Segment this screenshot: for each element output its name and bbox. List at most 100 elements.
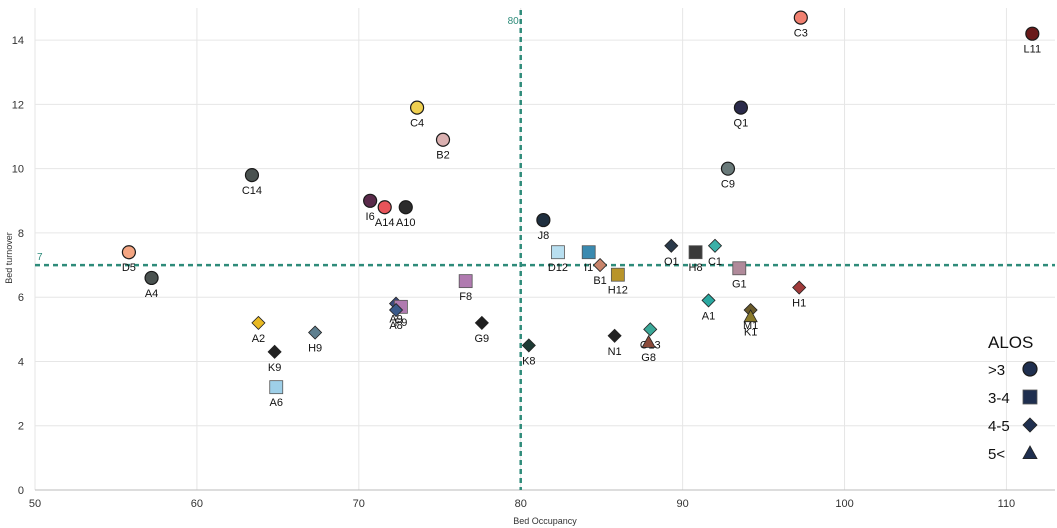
data-point <box>643 322 658 337</box>
data-point-label: Q1 <box>734 118 749 130</box>
data-point <box>733 100 749 115</box>
data-point <box>363 193 378 208</box>
grid-lines <box>34 8 1055 491</box>
data-point-label: A10 <box>396 217 416 229</box>
data-point <box>244 167 260 183</box>
data-point-label: A6 <box>270 397 283 409</box>
data-point-label: H1 <box>792 298 806 310</box>
data-point <box>251 315 266 330</box>
data-point-label: C3 <box>794 28 808 40</box>
y-tick-label: 10 <box>12 164 24 176</box>
data-point <box>521 338 536 353</box>
x-tick-label: 50 <box>29 498 41 510</box>
data-point-label: B2 <box>436 150 449 162</box>
data-point-label: N1 <box>608 346 622 358</box>
legend-marker-circle <box>1022 361 1038 377</box>
data-point <box>688 245 703 260</box>
data-point-label: L11 <box>1024 44 1042 56</box>
data-point-label: C4 <box>410 118 424 130</box>
x-axis-title: Bed Occupancy <box>513 516 577 526</box>
data-point-label: D12 <box>548 262 568 274</box>
data-point <box>377 200 392 215</box>
axes: 50 60 70 80 90 100 110 0 2 4 6 8 10 12 14 <box>12 35 1055 510</box>
data-point-label: K1 <box>744 326 757 338</box>
legend-marker-triangle <box>1022 445 1038 460</box>
data-point <box>720 161 736 176</box>
y-axis-title: Bed turnover <box>4 232 14 284</box>
legend-entry-label: 5< <box>988 446 1005 463</box>
data-point-label: M1 <box>743 320 758 332</box>
data-point <box>793 10 808 25</box>
x-tick-label: 110 <box>998 498 1016 510</box>
data-point <box>664 238 679 253</box>
data-point <box>581 245 596 260</box>
data-point <box>409 100 425 115</box>
data-point <box>743 309 758 323</box>
data-point-label: A4 <box>145 288 158 300</box>
legend: ALOS >3 3-4 4-5 5< <box>988 333 1038 463</box>
y-tick-label: 14 <box>12 35 24 47</box>
data-point <box>269 380 284 395</box>
legend-title: ALOS <box>988 333 1033 352</box>
data-point <box>144 270 159 286</box>
data-point-label: B1 <box>593 275 606 287</box>
data-point-label: I6 <box>366 211 375 223</box>
data-point-label: O1 <box>664 256 679 268</box>
data-point-label: H9 <box>308 343 322 355</box>
x-tick-label: 80 <box>515 498 527 510</box>
data-point-label: A14 <box>375 217 395 229</box>
data-point-label: G8 <box>641 352 656 364</box>
data-point-label: H12 <box>608 285 628 297</box>
y-tick-label: 6 <box>18 292 24 304</box>
data-point <box>435 132 451 147</box>
data-point-label: K8 <box>522 355 535 367</box>
y-tick-label: 8 <box>18 228 24 240</box>
data-point <box>641 334 656 348</box>
data-point-label: F8 <box>459 291 472 303</box>
legend-entry-label: 4-5 <box>988 418 1010 435</box>
y-tick-label: 12 <box>12 99 24 111</box>
x-tick-label: 90 <box>676 498 688 510</box>
data-point-label: A1 <box>702 310 715 322</box>
y-tick-label: 2 <box>18 421 24 433</box>
data-point <box>267 344 282 359</box>
data-point-label: F9 <box>394 317 407 329</box>
reference-line-x-label: 80 <box>508 16 520 27</box>
data-point <box>388 302 404 318</box>
legend-marker-diamond <box>1022 417 1038 433</box>
y-tick-label: 0 <box>18 485 24 497</box>
data-point-label: C9 <box>721 179 735 191</box>
data-point-label: C14 <box>242 185 262 197</box>
data-point <box>732 261 747 276</box>
legend-entry-label: 3-4 <box>988 390 1010 407</box>
data-point-label: H8 <box>689 262 703 274</box>
reference-lines: 80 7 <box>35 10 1055 490</box>
data-point-label: A8 <box>389 320 402 332</box>
data-point-label: G9 <box>475 333 490 345</box>
data-point <box>121 245 137 260</box>
data-point <box>308 325 323 340</box>
data-point-label: I1 <box>584 262 593 274</box>
data-point <box>707 238 723 253</box>
data-point <box>474 315 489 330</box>
data-point <box>607 328 622 343</box>
legend-marker-square <box>1022 389 1038 405</box>
data-point-label: A9 <box>389 314 402 326</box>
x-tick-label: 100 <box>835 498 853 510</box>
reference-line-y-label: 7 <box>37 252 43 263</box>
data-point <box>1025 26 1040 41</box>
data-point <box>592 258 608 273</box>
data-point <box>792 280 807 295</box>
x-tick-label: 70 <box>353 498 365 510</box>
x-tick-label: 60 <box>191 498 203 510</box>
data-point-label: D5 <box>122 262 136 274</box>
data-point-label: K9 <box>268 362 281 374</box>
data-point <box>610 267 625 282</box>
data-point <box>536 212 551 228</box>
data-point <box>701 293 716 308</box>
legend-entry-label: >3 <box>988 362 1005 379</box>
data-point-label: A2 <box>252 333 265 345</box>
data-point <box>398 200 413 215</box>
